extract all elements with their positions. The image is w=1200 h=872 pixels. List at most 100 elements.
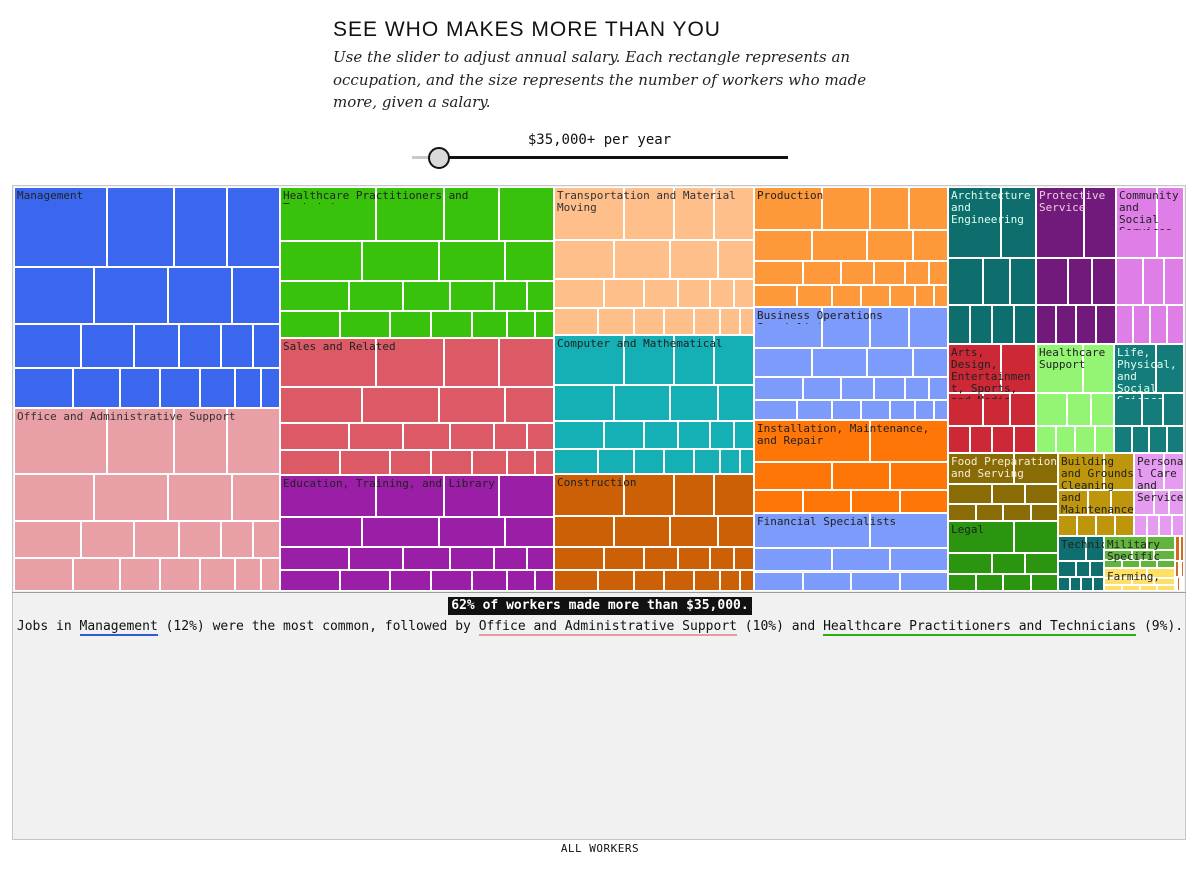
occupation-tile[interactable] xyxy=(1156,187,1184,258)
occupation-tile[interactable] xyxy=(644,421,678,449)
occupation-tile[interactable] xyxy=(526,422,554,451)
occupation-tile[interactable] xyxy=(375,338,445,388)
occupation-tile[interactable] xyxy=(493,422,527,451)
occupation-tile[interactable] xyxy=(841,377,875,400)
occupation-tile[interactable] xyxy=(821,307,871,348)
occupation-tile[interactable] xyxy=(948,344,1001,394)
salary-slider[interactable] xyxy=(412,147,788,169)
occupation-tile[interactable] xyxy=(1149,425,1167,453)
occupation-tile[interactable] xyxy=(1077,515,1096,536)
occupation-tile[interactable] xyxy=(280,475,376,517)
occupation-tile[interactable] xyxy=(493,546,527,571)
occupation-tile[interactable] xyxy=(499,187,554,242)
occupation-tile[interactable] xyxy=(1094,425,1114,453)
occupation-tile[interactable] xyxy=(280,280,349,311)
occupation-tile[interactable] xyxy=(389,450,431,475)
occupation-tile[interactable] xyxy=(1133,304,1150,344)
occupation-tile[interactable] xyxy=(507,310,535,338)
occupation-tile[interactable] xyxy=(526,546,554,571)
occupation-tile[interactable] xyxy=(375,475,445,517)
occupation-tile[interactable] xyxy=(133,324,179,369)
occupation-tile[interactable] xyxy=(1036,393,1068,426)
occupation-tile[interactable] xyxy=(802,571,851,591)
occupation-tile[interactable] xyxy=(280,546,349,571)
occupation-tile[interactable] xyxy=(280,241,363,281)
occupation-tile[interactable] xyxy=(14,266,94,324)
occupation-tile[interactable] xyxy=(644,546,678,570)
occupation-tile[interactable] xyxy=(1090,393,1114,426)
occupation-tile[interactable] xyxy=(670,385,718,422)
occupation-tile[interactable] xyxy=(1104,536,1147,551)
occupation-tile[interactable] xyxy=(340,450,390,475)
occupation-tile[interactable] xyxy=(754,307,822,348)
occupation-tile[interactable] xyxy=(232,266,280,324)
occupation-tile[interactable] xyxy=(554,546,604,570)
occupation-tile[interactable] xyxy=(915,399,935,420)
occupation-tile[interactable] xyxy=(624,187,674,241)
occupation-tile[interactable] xyxy=(261,368,280,408)
occupation-tile[interactable] xyxy=(604,421,644,449)
occupation-tile[interactable] xyxy=(1146,568,1175,579)
occupation-tile[interactable] xyxy=(1142,393,1163,426)
summary-link-management[interactable]: Management xyxy=(79,619,158,636)
occupation-tile[interactable] xyxy=(948,453,1014,484)
occupation-tile[interactable] xyxy=(554,569,598,591)
occupation-tile[interactable] xyxy=(221,521,254,559)
occupation-tile[interactable] xyxy=(1121,560,1140,568)
occupation-tile[interactable] xyxy=(1076,560,1091,578)
occupation-tile[interactable] xyxy=(1030,504,1058,521)
occupation-tile[interactable] xyxy=(499,338,554,388)
occupation-tile[interactable] xyxy=(1058,515,1077,536)
occupation-tile[interactable] xyxy=(534,450,554,475)
occupation-tile[interactable] xyxy=(1075,425,1095,453)
occupation-tile[interactable] xyxy=(1014,453,1058,484)
occupation-tile[interactable] xyxy=(915,285,935,307)
slider-track[interactable] xyxy=(438,156,788,159)
occupation-tile[interactable] xyxy=(899,571,948,591)
occupation-tile[interactable] xyxy=(348,546,404,571)
occupation-tile[interactable] xyxy=(1104,560,1122,568)
occupation-tile[interactable] xyxy=(754,261,803,286)
occupation-tile[interactable] xyxy=(678,421,710,449)
occupation-tile[interactable] xyxy=(1014,521,1058,553)
occupation-tile[interactable] xyxy=(1134,515,1147,536)
occupation-tile[interactable] xyxy=(1092,257,1116,305)
occupation-tile[interactable] xyxy=(14,187,108,267)
occupation-tile[interactable] xyxy=(168,266,233,324)
occupation-tile[interactable] xyxy=(1181,560,1184,578)
occupation-tile[interactable] xyxy=(554,240,614,279)
occupation-tile[interactable] xyxy=(674,187,714,241)
occupation-tile[interactable] xyxy=(734,278,754,309)
occupation-tile[interactable] xyxy=(718,516,754,547)
occupation-tile[interactable] xyxy=(1114,425,1132,453)
occupation-tile[interactable] xyxy=(554,516,614,547)
occupation-tile[interactable] xyxy=(1000,187,1036,258)
occupation-tile[interactable] xyxy=(740,448,754,474)
occupation-tile[interactable] xyxy=(694,448,720,474)
occupation-tile[interactable] xyxy=(280,338,376,388)
occupation-tile[interactable] xyxy=(720,308,740,335)
occupation-tile[interactable] xyxy=(226,408,280,474)
occupation-tile[interactable] xyxy=(200,558,235,591)
occupation-tile[interactable] xyxy=(624,474,674,517)
occupation-tile[interactable] xyxy=(554,187,624,241)
occupation-tile[interactable] xyxy=(714,187,754,241)
occupation-tile[interactable] xyxy=(1143,257,1164,305)
occupation-tile[interactable] xyxy=(718,385,754,422)
occupation-tile[interactable] xyxy=(678,546,710,570)
occupation-tile[interactable] xyxy=(1153,550,1175,560)
occupation-tile[interactable] xyxy=(754,548,832,572)
occupation-tile[interactable] xyxy=(644,278,678,309)
occupation-tile[interactable] xyxy=(802,489,851,513)
occupation-tile[interactable] xyxy=(280,570,341,591)
occupation-tile[interactable] xyxy=(1159,515,1172,536)
occupation-tile[interactable] xyxy=(362,387,439,423)
occupation-tile[interactable] xyxy=(1036,425,1056,453)
occupation-tile[interactable] xyxy=(1058,536,1086,561)
occupation-tile[interactable] xyxy=(889,461,948,490)
occupation-tile[interactable] xyxy=(1116,304,1133,344)
occupation-tile[interactable] xyxy=(870,513,948,549)
occupation-tile[interactable] xyxy=(80,521,134,559)
occupation-tile[interactable] xyxy=(796,399,832,420)
occupation-tile[interactable] xyxy=(1179,577,1182,591)
